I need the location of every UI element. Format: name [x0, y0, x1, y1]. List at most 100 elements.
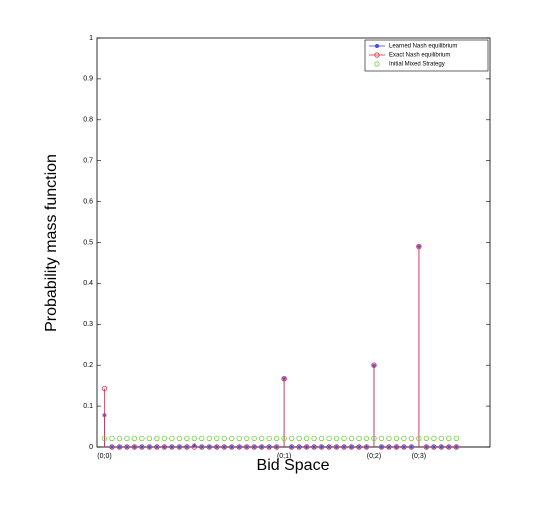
data-point — [176, 444, 183, 450]
data-point — [371, 362, 377, 368]
data-point — [371, 435, 377, 442]
legend-marker — [374, 52, 380, 58]
data-point — [109, 444, 115, 450]
data-point — [101, 385, 108, 392]
data-point — [131, 435, 138, 442]
data-point — [393, 444, 400, 450]
star-stroke — [147, 445, 152, 449]
data-point — [221, 444, 227, 450]
data-point — [393, 435, 400, 442]
data-point — [408, 444, 415, 450]
data-point — [117, 444, 122, 450]
data-point — [401, 444, 407, 450]
data-point — [154, 444, 160, 450]
data-point — [364, 444, 369, 450]
star-stroke — [184, 445, 189, 449]
data-point — [438, 444, 445, 450]
data-point — [251, 444, 257, 450]
data-point — [154, 444, 160, 450]
star-stroke — [222, 445, 227, 449]
data-point — [431, 444, 437, 450]
data-point — [147, 444, 152, 450]
star-stroke — [379, 445, 384, 449]
data-point — [304, 444, 309, 450]
data-point — [191, 444, 198, 450]
data-point — [124, 444, 130, 450]
y-tick-label: 0.3 — [83, 321, 93, 328]
data-point — [318, 435, 325, 442]
data-point — [206, 444, 212, 450]
data-point — [296, 435, 302, 442]
data-point — [439, 444, 444, 450]
data-point — [214, 435, 220, 442]
y-tick-label: 0.6 — [83, 198, 93, 205]
star-stroke — [304, 445, 309, 449]
star-stroke — [169, 445, 174, 449]
data-point — [431, 444, 437, 450]
plot-frame — [96, 37, 491, 448]
x-tick-label: (0;0) — [97, 453, 111, 460]
star-stroke — [177, 445, 182, 449]
star-stroke — [214, 445, 219, 449]
data-point — [446, 444, 452, 450]
data-point — [289, 444, 294, 450]
data-point — [162, 444, 167, 450]
data-point — [206, 435, 212, 442]
data-point — [378, 435, 385, 442]
data-point — [236, 444, 242, 450]
data-point — [236, 435, 242, 442]
star-stroke — [259, 445, 264, 449]
data-point — [318, 444, 325, 450]
data-point — [258, 444, 265, 450]
star-stroke — [267, 445, 272, 449]
data-point — [394, 444, 399, 450]
data-point — [169, 435, 175, 442]
data-point — [453, 435, 460, 442]
data-point — [356, 435, 362, 442]
data-point — [288, 444, 295, 450]
data-point — [281, 375, 287, 382]
data-point — [333, 435, 340, 442]
data-point — [199, 444, 205, 450]
data-point — [184, 435, 190, 442]
star-stroke — [431, 445, 436, 449]
data-point — [438, 435, 445, 442]
star-stroke — [289, 445, 294, 449]
data-point — [446, 435, 452, 442]
data-point — [214, 444, 219, 450]
star-stroke — [312, 445, 316, 449]
y-tick-label: 0.1 — [83, 403, 93, 410]
data-point — [154, 435, 160, 442]
data-point — [431, 435, 437, 442]
y-tick-label: 0.4 — [83, 280, 93, 287]
data-point — [244, 444, 250, 450]
data-point — [401, 435, 407, 442]
data-point — [341, 435, 347, 442]
star-stroke — [117, 445, 122, 449]
data-point — [139, 435, 145, 442]
star-stroke — [334, 445, 339, 449]
data-point — [266, 444, 272, 450]
star-stroke — [192, 443, 197, 448]
data-point — [311, 444, 317, 450]
data-point — [348, 444, 355, 450]
data-point — [303, 444, 310, 450]
data-point — [229, 435, 235, 442]
data-point — [177, 444, 182, 450]
data-point — [176, 435, 183, 442]
data-point — [408, 435, 415, 442]
legend-marker — [374, 44, 379, 49]
star-stroke — [244, 445, 249, 449]
data-point — [214, 444, 220, 450]
data-point — [161, 444, 168, 450]
star-stroke — [327, 445, 331, 449]
data-point — [453, 444, 460, 450]
legend-box — [364, 39, 489, 72]
data-point — [446, 444, 452, 450]
star-stroke — [237, 445, 242, 449]
x-axis-label: Bid Space — [257, 457, 330, 474]
data-point — [386, 444, 392, 450]
data-point — [401, 444, 407, 450]
data-point — [139, 444, 145, 450]
